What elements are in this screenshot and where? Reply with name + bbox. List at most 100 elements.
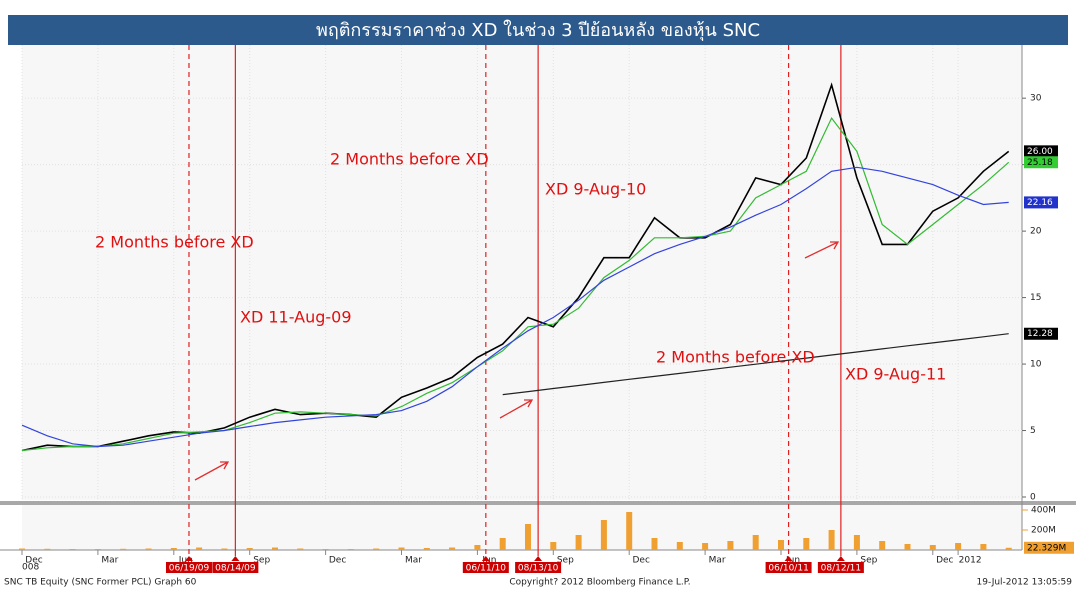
event-box [165, 562, 212, 573]
volume-bar [651, 538, 658, 550]
event-marker [836, 556, 845, 561]
last-value-label: 22.16 [1027, 198, 1053, 208]
volume-bar [955, 543, 962, 550]
volume-bar [525, 524, 531, 550]
annotation: XD 11-Aug-09 [240, 308, 352, 327]
last-value-box [1024, 196, 1058, 209]
series-line [502, 333, 1009, 396]
annotation: 2 Months before XD [95, 233, 254, 252]
volume-bar [828, 530, 835, 550]
volume-bar [600, 520, 607, 550]
last-value-label: 26.00 [1027, 147, 1053, 157]
volume-bar [423, 548, 430, 550]
volume-bar [373, 548, 380, 550]
event-box [515, 562, 562, 573]
x-tick-label: Mar [405, 556, 422, 566]
event-box [462, 562, 509, 573]
title-bar [8, 15, 1068, 45]
volume-bar [702, 543, 709, 550]
x-tick-label: Dec [25, 556, 42, 566]
volume-bar [626, 512, 633, 550]
event-date: 08/13/10 [518, 564, 559, 574]
volume-bar [297, 548, 304, 550]
x-tick-label: Dec [936, 556, 953, 566]
year-label: 008 [22, 563, 39, 573]
series-line [21, 166, 1009, 448]
volume-bar [347, 549, 354, 550]
y-tick-label: 10 [1030, 360, 1042, 370]
arrow [194, 461, 230, 481]
volume-bar [246, 548, 253, 550]
event-marker [481, 556, 490, 561]
volume-bar [676, 542, 683, 550]
volume-bar [575, 535, 582, 550]
event-date: 06/11/10 [466, 564, 507, 574]
y-tick-label: 30 [1030, 94, 1042, 104]
event-box [765, 562, 812, 573]
volume-bar [904, 544, 911, 550]
volume-bar [221, 548, 228, 550]
footer-right: 19-Jul-2012 13:05:59 [977, 578, 1073, 588]
y-tick-label: 15 [1030, 293, 1041, 303]
volume-bar [120, 548, 127, 550]
arrow [499, 399, 534, 419]
x-tick-label: Sep [557, 556, 574, 566]
event-marker [231, 556, 240, 561]
volume-area [22, 505, 1022, 550]
volume-bar [94, 549, 101, 550]
event-date: 06/19/09 [169, 564, 210, 574]
volume-bar [778, 540, 784, 550]
volume-bar [44, 548, 51, 550]
footer-center: Copyright? 2012 Bloomberg Finance L.P. [509, 578, 690, 588]
volume-bar [803, 538, 810, 550]
volume-bar [550, 542, 557, 550]
event-date: 08/14/09 [215, 564, 256, 574]
x-tick-label: Sep [253, 556, 270, 566]
x-tick-label: Jun [785, 556, 800, 566]
y-tick-label: 20 [1030, 227, 1042, 237]
last-value-box [1024, 327, 1058, 340]
volume-bar [398, 547, 405, 550]
volume-bar [980, 544, 987, 550]
chart-title: พฤติกรรมราคาช่วง XD ในช่วง 3 ปีย้อนหลัง … [316, 19, 760, 41]
volume-bar [170, 548, 177, 550]
x-tick-label: 2012 [959, 556, 982, 566]
x-tick-label: Mar [709, 556, 726, 566]
volume-bar [879, 541, 886, 550]
volume-bar [145, 548, 152, 550]
event-marker [184, 556, 193, 561]
volume-last-box [1024, 541, 1074, 554]
volume-bar [474, 545, 481, 550]
event-date: 06/10/11 [768, 564, 808, 574]
volume-bar [196, 547, 203, 550]
volume-bar [1005, 547, 1012, 550]
event-date: 08/12/11 [821, 564, 861, 574]
volume-bar [19, 548, 25, 550]
event-marker [784, 556, 793, 561]
y-tick-label: 5 [1030, 426, 1036, 436]
last-value-box [1024, 156, 1058, 169]
last-value-box [1024, 145, 1058, 158]
volume-bar [929, 545, 936, 550]
volume-bar [322, 549, 329, 550]
annotation: 2 Months before XD [656, 348, 815, 367]
x-tick-label: Dec [632, 556, 649, 566]
y-tick-label: 0 [1030, 493, 1036, 503]
event-box [212, 562, 259, 573]
annotation: 2 Months before XD [330, 150, 489, 169]
volume-bar [499, 538, 506, 550]
volume-bar [272, 547, 278, 550]
event-box [817, 562, 864, 573]
arrow [804, 241, 840, 259]
last-value-label: 12.28 [1027, 329, 1053, 339]
x-tick-label: Jun [178, 556, 193, 566]
x-tick-label: Dec [329, 556, 346, 566]
annotation: XD 9-Aug-11 [845, 365, 946, 384]
volume-tick-label: 400M [1031, 506, 1056, 516]
volume-bar [853, 535, 860, 550]
volume-bar [727, 541, 734, 550]
volume-tick-label: 200M [1031, 526, 1056, 536]
volume-bar [69, 549, 76, 550]
annotation: XD 9-Aug-10 [545, 180, 646, 199]
